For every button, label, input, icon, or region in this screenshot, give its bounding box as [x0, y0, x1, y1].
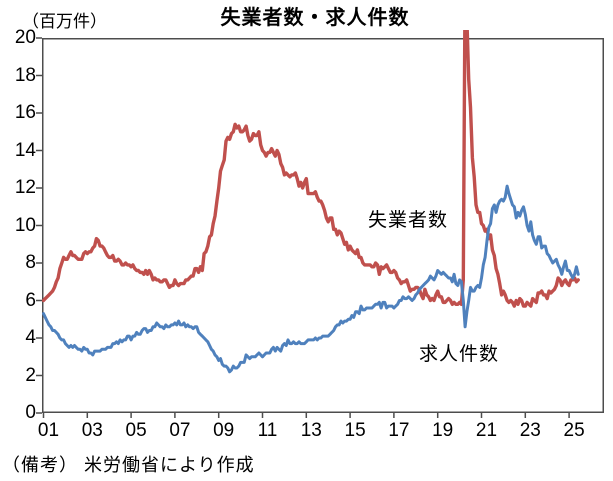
y-tick-label: 12 [14, 177, 36, 198]
source-note: （備考） 米労働省により作成 [2, 455, 255, 475]
y-tick-label: 4 [25, 327, 36, 348]
y-tick-label: 10 [14, 214, 36, 236]
x-tick-label: 23 [519, 420, 541, 441]
x-tick-label: 19 [432, 420, 454, 441]
y-tick-label: 2 [25, 364, 36, 386]
series-label-job-openings: 求人件数 [419, 344, 500, 365]
y-tick-label: 0 [25, 402, 36, 423]
x-tick-label: 09 [213, 420, 235, 441]
x-tick-label: 13 [300, 420, 322, 441]
x-tick-label: 11 [257, 420, 278, 441]
y-axis-unit-label: （百万件） [22, 12, 107, 31]
y-tick-label: 20 [14, 27, 36, 48]
x-tick-label: 17 [388, 420, 410, 441]
x-tick-label: 05 [125, 420, 147, 441]
chart-title: 失業者数・求人件数 [220, 7, 410, 29]
x-tick-label: 15 [344, 420, 366, 441]
y-tick-label: 14 [14, 139, 36, 161]
x-tick-label: 03 [81, 420, 103, 441]
y-tick-label: 16 [14, 102, 36, 123]
x-tick-label: 21 [475, 420, 498, 441]
y-tick-label: 8 [25, 252, 36, 273]
x-tick-label: 01 [37, 420, 60, 441]
y-tick-label: 6 [25, 289, 36, 311]
series-label-unemployed: 失業者数 [368, 210, 449, 231]
x-tick-label: 25 [563, 420, 585, 441]
x-tick-label: 07 [169, 420, 191, 441]
y-tick-label: 18 [14, 64, 36, 86]
